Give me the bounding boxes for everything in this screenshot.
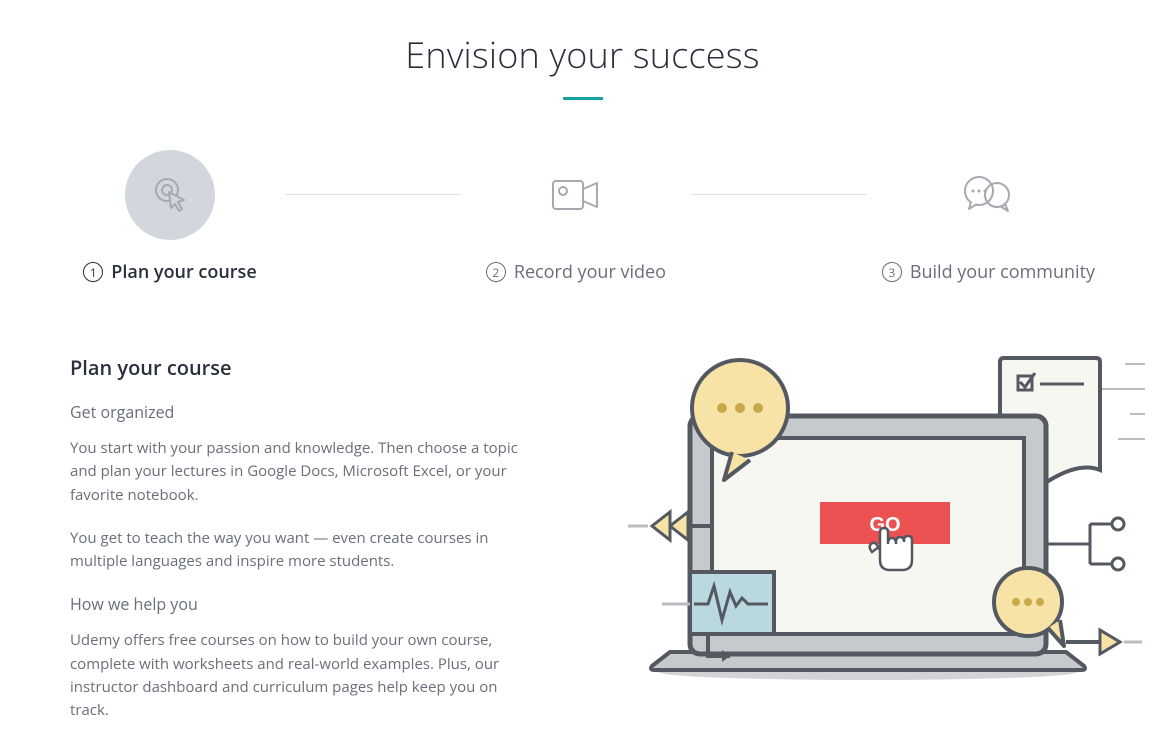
step-build-community[interactable]: 3 Build your community [882, 150, 1095, 284]
step-plan-icon-wrap [125, 150, 215, 240]
title-underline [563, 97, 603, 100]
step-divider-2 [691, 194, 867, 195]
play-arrow-icon [1066, 630, 1142, 654]
step-number-1: 1 [83, 262, 103, 282]
step-plan-label-row: 1 Plan your course [83, 260, 256, 284]
plan-illustration: GO [590, 354, 1150, 694]
step-record-video[interactable]: 2 Record your video [476, 150, 676, 284]
steps-row: 1 Plan your course 2 Record your video [70, 150, 1095, 284]
step-label-record: Record your video [514, 260, 666, 284]
video-camera-icon [551, 177, 601, 213]
step-community-label-row: 3 Build your community [882, 260, 1095, 284]
content-row: Plan your course Get organized You start… [70, 354, 1095, 742]
step-divider-1 [285, 194, 461, 195]
network-node-icon [1046, 518, 1124, 570]
step-record-icon-wrap [531, 150, 621, 240]
subheading-organized: Get organized [70, 401, 530, 423]
step-label-community: Build your community [910, 260, 1095, 284]
page-title: Envision your success [70, 30, 1095, 79]
step-record-label-row: 2 Record your video [486, 260, 666, 284]
step-label-plan: Plan your course [111, 260, 256, 284]
step-community-icon-wrap [943, 150, 1033, 240]
cursor-click-icon [147, 172, 193, 218]
step-number-2: 2 [486, 262, 506, 282]
paragraph-2: You get to teach the way you want — even… [70, 527, 530, 574]
step-number-3: 3 [882, 262, 902, 282]
connector-lines-right-icon [1100, 364, 1145, 439]
chat-bubbles-icon [961, 173, 1015, 217]
paragraph-3: Udemy offers free courses on how to buil… [70, 629, 530, 722]
text-column: Plan your course Get organized You start… [70, 354, 530, 742]
paragraph-1: You start with your passion and knowledg… [70, 437, 530, 507]
content-title: Plan your course [70, 354, 530, 381]
header: Envision your success [70, 30, 1095, 100]
step-plan-course[interactable]: 1 Plan your course [70, 150, 270, 284]
illustration-column: GO [590, 354, 1150, 742]
subheading-help: How we help you [70, 593, 530, 615]
